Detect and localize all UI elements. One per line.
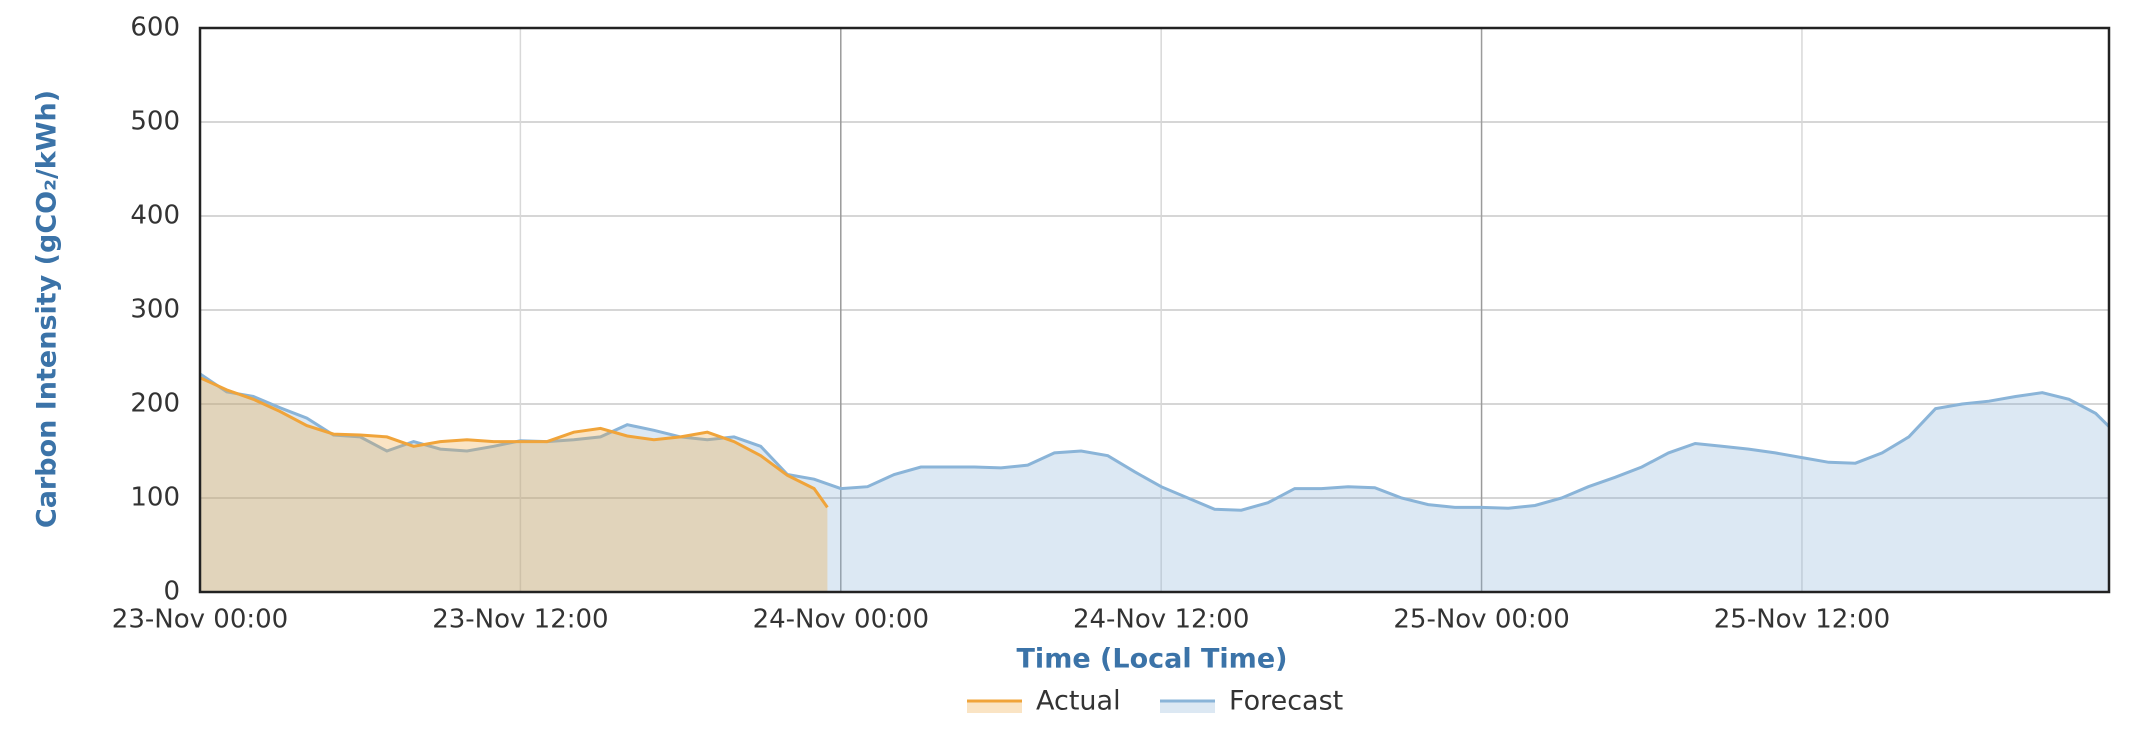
x-tick-label: 23-Nov 12:00 bbox=[432, 605, 608, 635]
legend-label: Forecast bbox=[1229, 686, 1343, 717]
area bbox=[200, 377, 828, 592]
y-tick-label: 200 bbox=[130, 389, 180, 419]
y-tick-label: 100 bbox=[130, 483, 180, 513]
x-tick-label: 23-Nov 00:00 bbox=[112, 605, 288, 635]
y-tick-label: 400 bbox=[130, 201, 180, 231]
x-tick-label: 25-Nov 12:00 bbox=[1714, 605, 1890, 635]
x-tick-label: 24-Nov 12:00 bbox=[1073, 605, 1249, 635]
y-tick-label: 300 bbox=[130, 295, 180, 325]
y-tick-label: 500 bbox=[130, 107, 180, 137]
line bbox=[199, 376, 829, 509]
legend-swatch bbox=[967, 701, 1022, 713]
legend-swatch bbox=[1160, 701, 1215, 713]
x-tick-label: 24-Nov 00:00 bbox=[753, 605, 929, 635]
legend-label: Actual bbox=[1036, 686, 1121, 717]
y-axis-title: Carbon Intensity (gCO₂/kWh) bbox=[32, 90, 63, 528]
y-tick-label: 0 bbox=[163, 577, 180, 607]
plot-border bbox=[198, 26, 2111, 594]
x-tick-label: 25-Nov 00:00 bbox=[1393, 605, 1569, 635]
x-axis-title: Time (Local Time) bbox=[1017, 644, 1288, 675]
y-tick-label: 600 bbox=[130, 13, 180, 43]
